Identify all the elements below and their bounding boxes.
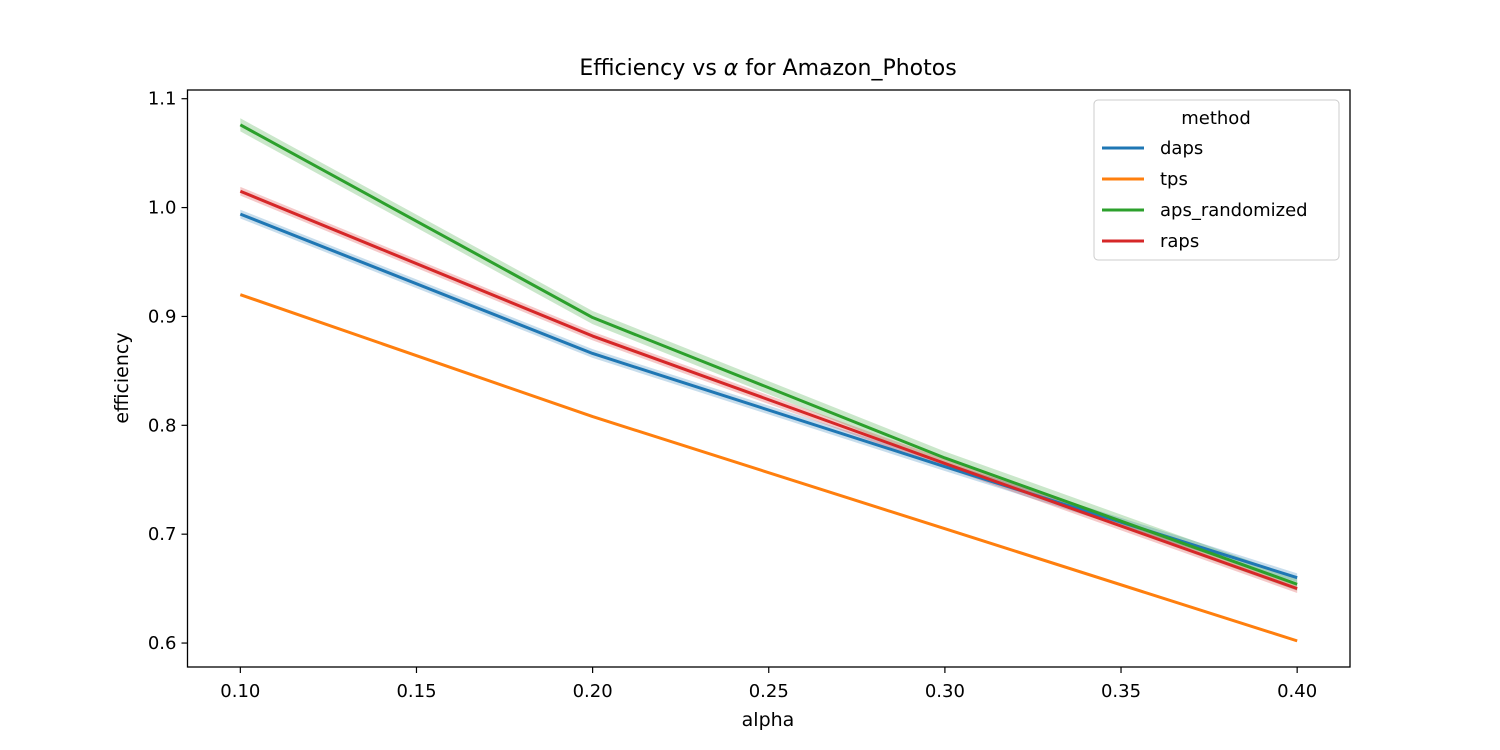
x-tick-label: 0.35 (1101, 681, 1141, 702)
x-tick-label: 0.25 (749, 681, 789, 702)
band-raps (240, 186, 1298, 593)
legend-label-daps: daps (1160, 138, 1203, 159)
series-lines (239, 123, 1298, 643)
series-line-raps (239, 189, 1298, 591)
y-axis: 0.6 0.7 0.8 0.9 1.0 1.1 (148, 89, 188, 654)
x-tick-label: 0.20 (573, 681, 613, 702)
y-axis-label: efficiency (111, 332, 133, 423)
legend-label-raps: raps (1160, 231, 1199, 252)
x-axis: 0.10 0.15 0.20 0.25 0.30 0.35 0.40 (220, 667, 1317, 702)
legend-title: method (1181, 108, 1251, 129)
y-tick-label: 1.0 (148, 198, 177, 219)
y-tick-label: 1.1 (148, 89, 177, 110)
chart-title: Efficiency vs α for Amazon_Photos (579, 56, 956, 81)
legend-label-aps_randomized: aps_randomized (1160, 200, 1308, 221)
y-tick-label: 0.9 (148, 306, 177, 327)
chart-title-prefix: Efficiency vs (579, 56, 723, 81)
legend-label-tps: tps (1160, 169, 1188, 190)
y-tick-label: 0.6 (148, 633, 177, 654)
x-axis-label: alpha (742, 709, 795, 731)
x-tick-label: 0.15 (396, 681, 436, 702)
x-tick-label: 0.40 (1277, 681, 1317, 702)
y-tick-label: 0.7 (148, 524, 177, 545)
legend-box (1093, 99, 1340, 261)
chart-title-suffix: for Amazon_Photos (738, 56, 956, 81)
y-tick-label: 0.8 (148, 415, 177, 436)
series-line-aps_randomized (239, 123, 1298, 586)
series-line-tps (239, 293, 1298, 643)
chart-title-symbol: α (724, 56, 739, 81)
x-tick-label: 0.10 (220, 681, 260, 702)
x-tick-label: 0.30 (925, 681, 965, 702)
